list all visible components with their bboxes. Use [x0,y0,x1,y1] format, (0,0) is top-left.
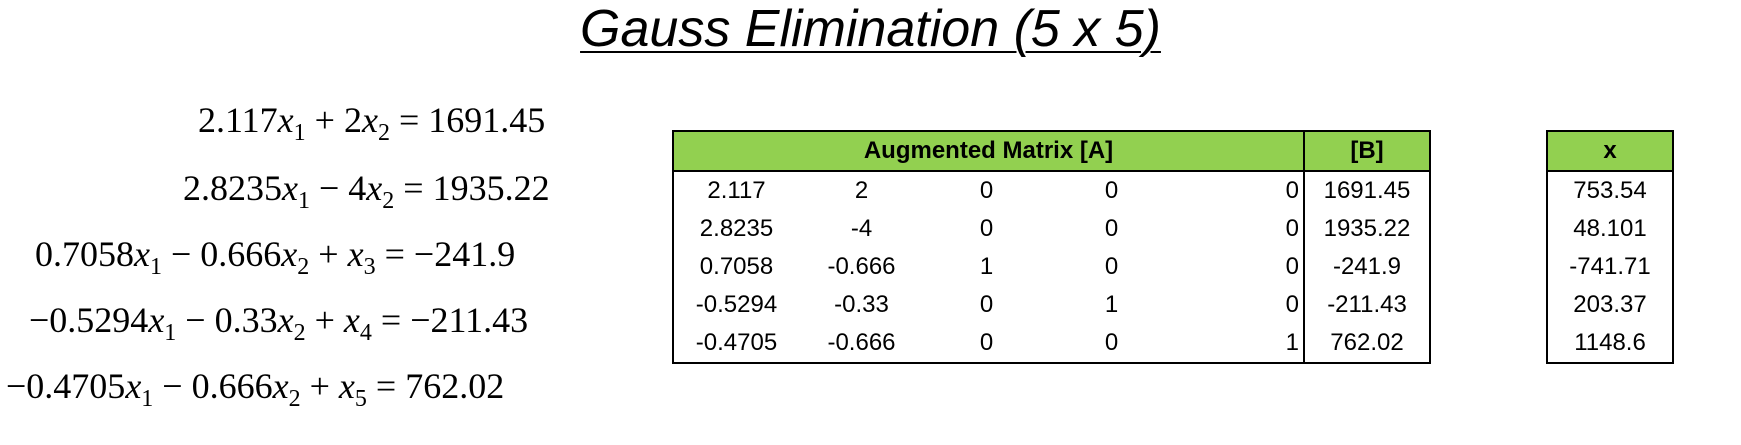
table-row: 48.101 [1546,210,1674,248]
matrix-cell: 0 [1285,291,1299,318]
b-cell: -211.43 [1303,286,1431,324]
augmented-matrix-header: Augmented Matrix [A] [672,130,1305,172]
table-row: 2.117 2 0 0 0 1691.45 [672,171,1431,210]
equation-operator: − [162,366,183,406]
b-cell: -241.9 [1303,248,1431,286]
equation: 0.7058x1−0.666x2 + x3 = −241.9 [35,234,516,280]
equation-term: 2x2 [343,100,390,146]
equation: 2.117x1 +2x2 = 1691.45 [198,100,546,146]
b-cell: 1691.45 [1303,171,1431,210]
augmented-matrix-table: Augmented Matrix [A] [B] 2.117 2 0 0 0 1691.4… [672,130,1431,364]
b-header: [B] [1303,130,1431,172]
equation-term: x4 [343,300,372,346]
matrix-cell: 0 [1285,253,1299,280]
matrix-cell: 2 [854,177,869,204]
equation-term: 2.117x1 [198,100,306,146]
equation-term: 0.7058x1 [35,234,162,280]
equation-term: 2.8235x1 [183,168,310,214]
table-row: -0.4705 -0.666 0 0 1 762.02 [672,324,1431,364]
matrix-cell: 0 [979,177,994,204]
equals-sign: = [384,234,405,274]
x-cell: 1148.6 [1546,324,1674,364]
equation-term: 0.666x2 [200,234,310,280]
equation-term: −0.4705x1 [6,366,154,412]
matrix-cell: 2.8235 [672,210,799,248]
equation-term: x5 [338,366,367,412]
matrix-cell: 0 [1104,215,1119,242]
equation-operator: − [318,168,340,208]
equation-term: 4x2 [348,168,395,214]
equation: −0.5294x1−0.33x2 + x4 = −211.43 [29,300,529,346]
equals-sign: = [403,168,424,208]
matrix-cell: 2.117 [672,171,799,210]
matrix-cell: 0 [1049,324,1174,364]
equation-rhs: −211.43 [410,300,529,340]
matrix-cell: -4 [850,215,873,242]
matrix-cell: -0.5294 [672,286,799,324]
table-row: 203.37 [1546,286,1674,324]
equation-operator: + [314,300,335,340]
matrix-cell: 0 [1104,177,1119,204]
matrix-cell: 0 [1104,253,1119,280]
matrix-cell: 0 [979,291,994,318]
x-cell: 203.37 [1546,286,1674,324]
matrix-cell: -0.666 [799,324,924,364]
x-header: x [1546,130,1674,172]
matrix-cell: -0.4705 [672,324,799,364]
solution-table: x 753.54 48.101 -741.71 203.37 1148.6 [1546,130,1674,364]
matrix-cell: -0.33 [834,291,889,318]
equation-rhs: 762.02 [405,366,505,406]
equation-operator: − [185,300,206,340]
equals-sign: = [398,100,420,140]
equation-operator: + [318,234,339,274]
page-title: Gauss Elimination (5 x 5) [580,0,1161,58]
matrix-cell: -0.666 [827,253,896,280]
table-row: -741.71 [1546,248,1674,286]
matrix-cell: 0 [924,324,1049,364]
equation: −0.4705x1−0.666x2 + x5 = 762.02 [6,366,505,412]
matrix-cell: 0.7058 [672,248,799,286]
table-row: 1148.6 [1546,324,1674,364]
equals-sign: = [375,366,397,406]
equation-operator: − [170,234,192,274]
table-row: 753.54 [1546,171,1674,210]
equation-rhs: 1691.45 [428,100,546,140]
table-row: 0.7058 -0.666 1 0 0 -241.9 [672,248,1431,286]
matrix-cell: 0 [1285,215,1299,242]
equation-term: 0.33x2 [214,300,306,346]
b-cell: 762.02 [1303,324,1431,364]
x-cell: 753.54 [1546,171,1674,210]
matrix-cell: 1 [979,253,994,280]
equals-sign: = [380,300,402,340]
table-row: 2.8235 -4 0 0 0 1935.22 [672,210,1431,248]
matrix-cell: 1 [1174,324,1304,364]
table-row: -0.5294 -0.33 0 1 0 -211.43 [672,286,1431,324]
equation-term: x3 [347,234,376,280]
matrix-cell: 1 [1104,291,1119,318]
b-cell: 1935.22 [1303,210,1431,248]
equation-rhs: 1935.22 [432,168,550,208]
x-cell: -741.71 [1546,248,1674,286]
matrix-cell: 0 [1285,177,1299,204]
equation-operator: + [314,100,335,140]
equation-term: 0.666x2 [191,366,301,412]
equation-operator: + [309,366,330,406]
equation: 2.8235x1−4x2 = 1935.22 [183,168,550,214]
equation-rhs: −241.9 [413,234,516,274]
equation-term: −0.5294x1 [29,300,177,346]
x-cell: 48.101 [1546,210,1674,248]
matrix-cell: 0 [979,215,994,242]
